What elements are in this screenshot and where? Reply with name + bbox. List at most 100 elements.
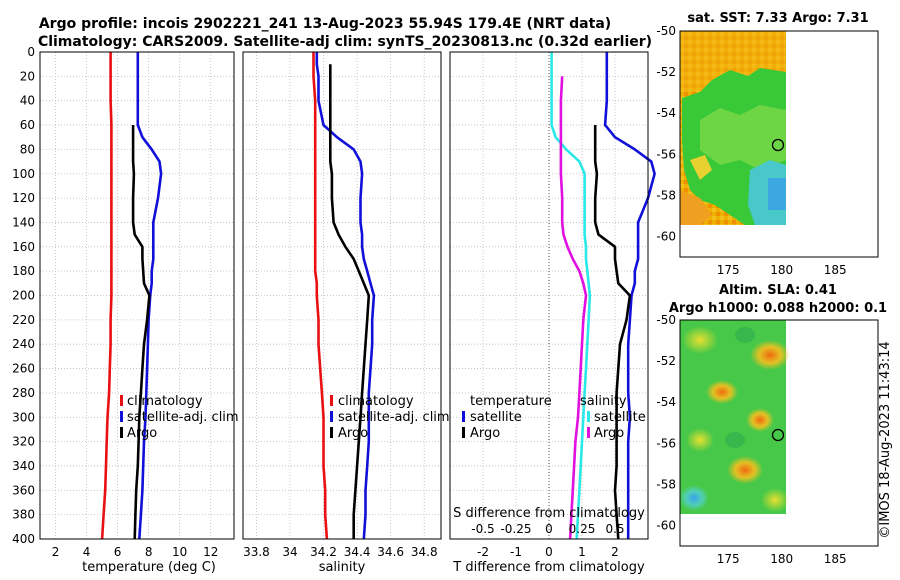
depth-tick-label: 100 xyxy=(12,167,35,181)
depth-tick-label: 40 xyxy=(20,94,35,108)
series-line-temperature-satellite xyxy=(603,52,656,539)
lat-tick-label: -50 xyxy=(656,313,676,327)
lon-tick-label: 180 xyxy=(770,263,793,277)
series-line-argo xyxy=(131,125,151,540)
lat-tick-label: -52 xyxy=(656,65,676,79)
sla-low-3 xyxy=(735,327,755,343)
lat-tick-label: -60 xyxy=(656,518,676,532)
salinity-lines xyxy=(312,52,376,540)
legend-label-satellite: satellite-adj. clim xyxy=(127,410,239,425)
legend-swatch-t-argo xyxy=(462,427,465,438)
x-tick-label: 34.8 xyxy=(411,545,438,559)
x-tick-label: 34.2 xyxy=(310,545,337,559)
temperature-axes-frame xyxy=(39,51,235,540)
sla-high-3 xyxy=(706,380,738,404)
sla-high-2 xyxy=(682,326,718,354)
lat-tick-label: -56 xyxy=(656,147,676,161)
title-line-2: Climatology: CARS2009. Satellite-adj cli… xyxy=(38,34,652,50)
sla-high-7 xyxy=(761,488,789,512)
lat-tick-label: -50 xyxy=(656,24,676,38)
s-difference-tick-label: 0.25 xyxy=(569,522,596,536)
s-difference-axis-label: S difference from climatology xyxy=(453,506,645,521)
temperature-axis-label: temperature (deg C) xyxy=(82,560,216,575)
s-difference-tick-labels: -0.5 -0.25 0 0.25 0.5 xyxy=(471,522,624,536)
imos-timestamp-watermark: ©IMOS 18-Aug-2023 11:43:14 xyxy=(878,341,893,538)
legend-swatch-argo xyxy=(120,427,123,438)
depth-tick-label: 0 xyxy=(27,45,35,59)
x-tick-label: 4 xyxy=(83,545,91,559)
legend-label-satellite: satellite-adj. clim xyxy=(338,410,450,425)
t-difference-axis-label: T difference from climatology xyxy=(452,560,645,575)
title-line-1: Argo profile: incois 2902221_241 13-Aug-… xyxy=(39,16,611,32)
series-line-satellite-adj-clim xyxy=(315,52,376,540)
sla-argo-location-marker xyxy=(771,428,785,442)
difference-panel: -2 -1 0 1 2 -0.5 -0.25 0 0.25 0.5 S difference f… xyxy=(449,51,656,575)
x-tick-label: 1 xyxy=(578,545,586,559)
x-tick-label: -1 xyxy=(510,545,522,559)
sla-high-6 xyxy=(686,428,714,452)
sla-low-2 xyxy=(725,432,745,448)
lat-tick-label: -58 xyxy=(656,477,676,491)
s-difference-tick-label: 0.5 xyxy=(605,522,624,536)
legend-label-s-satellite: satellite xyxy=(594,410,646,425)
sla-map-panel: Altim. SLA: 0.41 Argo h1000: 0.088 h2000… xyxy=(656,283,887,566)
difference-lines xyxy=(550,52,656,540)
s-difference-tick-label: -0.25 xyxy=(500,522,531,536)
depth-tick-label: 300 xyxy=(12,410,35,424)
x-tick-label: 8 xyxy=(145,545,153,559)
depth-tick-label: 360 xyxy=(12,483,35,497)
legend-label-climatology: climatology xyxy=(127,394,203,409)
depth-tick-label: 240 xyxy=(12,337,35,351)
lat-tick-label: -58 xyxy=(656,188,676,202)
legend-title-salinity: salinity xyxy=(580,394,627,409)
x-tick-label: 10 xyxy=(172,545,187,559)
legend-title-temperature: temperature xyxy=(470,394,552,409)
s-difference-tick-label: 0 xyxy=(545,522,553,536)
lon-tick-label: 175 xyxy=(717,263,740,277)
legend-swatch-t-satellite xyxy=(462,411,465,422)
x-tick-label: 2 xyxy=(52,545,60,559)
sla-map-title: Altim. SLA: 0.41 xyxy=(719,283,837,298)
sla-lat-tick-labels: -50 -52 -54 -56 -58 -60 xyxy=(656,313,676,532)
depth-tick-label: 180 xyxy=(12,264,35,278)
difference-legend-salinity: salinity satellite Argo xyxy=(580,394,646,441)
difference-axes-frame xyxy=(449,51,649,540)
depth-tick-label: 60 xyxy=(20,118,35,132)
legend-swatch-satellite xyxy=(120,411,123,422)
lon-tick-label: 175 xyxy=(717,552,740,566)
salinity-legend: climatology satellite-adj. clim Argo xyxy=(330,394,450,441)
sst-argo-location-marker xyxy=(771,138,785,152)
temperature-gridlines xyxy=(40,51,234,540)
legend-swatch-climatology xyxy=(330,395,333,406)
legend-label-climatology: climatology xyxy=(338,394,414,409)
sst-map-title: sat. SST: 7.33 Argo: 7.31 xyxy=(687,11,868,26)
legend-swatch-s-satellite xyxy=(587,411,590,422)
legend-swatch-satellite xyxy=(330,411,333,422)
salinity-axes-frame xyxy=(242,51,442,540)
depth-tick-label: 400 xyxy=(12,532,35,546)
sst-light-green-region xyxy=(700,105,786,170)
sst-map-frame xyxy=(679,30,879,258)
depth-tick-label: 200 xyxy=(12,289,35,303)
x-tick-label: 34 xyxy=(282,545,297,559)
x-tick-label: 33.8 xyxy=(243,545,270,559)
sla-high-5 xyxy=(727,456,763,484)
legend-label-argo: Argo xyxy=(127,426,157,441)
legend-label-s-argo: Argo xyxy=(594,426,624,441)
sst-yellow-patch xyxy=(690,155,712,180)
sla-high-1 xyxy=(750,340,790,370)
sst-map-panel: sat. SST: 7.33 Argo: 7.31 -50-52-54-56-5… xyxy=(656,11,879,277)
lon-tick-label: 185 xyxy=(824,552,847,566)
sla-high-4 xyxy=(746,408,774,432)
t-difference-tick-labels: -2 -1 0 1 2 xyxy=(477,545,619,559)
x-tick-label: 6 xyxy=(114,545,122,559)
legend-swatch-s-argo xyxy=(587,427,590,438)
depth-tick-label: 380 xyxy=(12,508,35,522)
x-tick-label: 34.6 xyxy=(377,545,404,559)
depth-tick-label: 80 xyxy=(20,142,35,156)
sst-lon-tick-labels: 175 180 185 xyxy=(717,263,847,277)
legend-label-t-argo: Argo xyxy=(470,426,500,441)
lat-tick-label: -54 xyxy=(656,395,676,409)
temperature-panel: 0 20 40 60 80 100 120 140 160 180 200 220 240 260 280 3… xyxy=(12,45,239,575)
